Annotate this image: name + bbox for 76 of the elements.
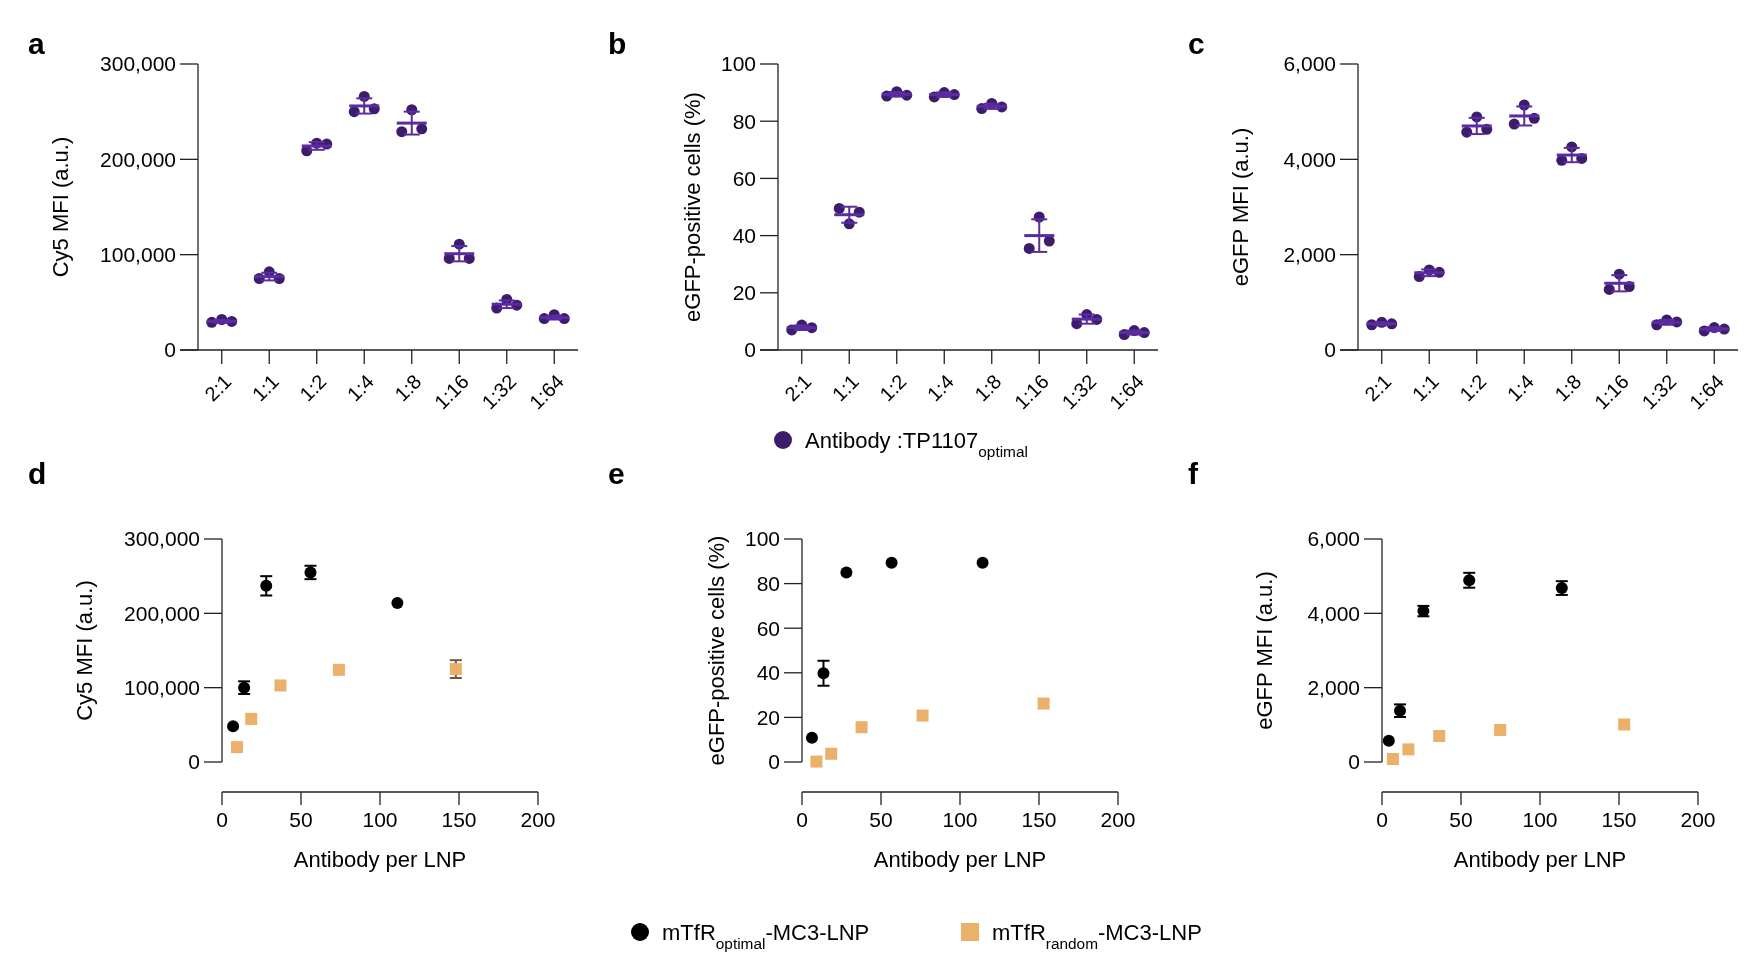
y-tick-label: 0	[1324, 338, 1336, 362]
x-tick-label: 2:1	[1360, 370, 1396, 406]
y-tick-label: 40	[732, 223, 756, 247]
x-tick-label: 0	[1376, 808, 1388, 831]
x-tick-label: 200	[1680, 808, 1716, 831]
y-tick-label: 20	[732, 281, 756, 305]
x-tick-label: 100	[362, 808, 398, 831]
x-tick-label: 1:1	[1407, 370, 1444, 406]
x-axis-title: Antibody per LNP	[873, 847, 1047, 872]
x-tick-label: 1:8	[970, 370, 1006, 406]
y-axis-title: Cy5 MFI (a.u.)	[72, 580, 97, 721]
x-tick-label: 1:2	[295, 370, 331, 406]
x-tick-label: 1:4	[342, 370, 379, 406]
x-tick-label: 0	[216, 808, 228, 831]
x-tick-label: 150	[1601, 808, 1637, 831]
y-tick-label: 40	[756, 661, 780, 685]
legend-label: mTfR$_{optimal}$-MC3-LNP	[662, 919, 870, 952]
y-axis-title: eGFP MFI (a.u.)	[1252, 571, 1277, 730]
x-tick-label: 150	[1021, 808, 1057, 831]
x-tick-label: 1:8	[390, 370, 426, 406]
y-tick-label: 80	[756, 571, 780, 595]
x-tick-label: 100	[1522, 808, 1558, 831]
y-tick-label: 200,000	[100, 147, 176, 171]
y-tick-label: 4,000	[1283, 147, 1336, 171]
y-tick-label: 4,000	[1307, 601, 1360, 625]
chart-title: b	[608, 27, 627, 60]
y-tick-label: 0	[188, 750, 200, 774]
x-tick-label: 1:1	[247, 370, 284, 406]
y-tick-label: 0	[164, 338, 176, 362]
y-tick-label: 100	[744, 527, 780, 551]
y-axis-title: eGFP MFI (a.u.)	[1228, 127, 1253, 287]
x-tick-label: 1:1	[827, 370, 864, 406]
y-tick-label: 20	[756, 705, 780, 729]
chart-title: d	[28, 457, 47, 490]
chart-title: e	[608, 457, 625, 490]
x-tick-label: 2:1	[780, 370, 816, 406]
x-tick-label: 50	[289, 808, 313, 831]
x-axis-title: Antibody per LNP	[1453, 847, 1627, 872]
y-tick-label: 6,000	[1307, 527, 1360, 551]
y-tick-label: 60	[732, 166, 756, 190]
x-tick-label: 0	[796, 808, 808, 831]
x-tick-label: 1:4	[922, 370, 959, 406]
y-tick-label: 0	[744, 338, 756, 362]
y-tick-label: 100,000	[100, 243, 176, 267]
y-tick-label: 100	[720, 52, 756, 76]
x-tick-label: 50	[869, 808, 893, 831]
x-tick-label: 1:2	[1455, 370, 1491, 406]
x-axis-title: Antibody per LNP	[293, 847, 467, 872]
legend-label: mTfR$_{random}$-MC3-LNP	[992, 919, 1202, 952]
x-tick-label: 1:4	[1502, 370, 1539, 406]
x-tick-label: 200	[1100, 808, 1136, 831]
x-tick-label: 2:1	[200, 370, 236, 406]
x-tick-label: 150	[441, 808, 477, 831]
y-tick-label: 0	[1348, 750, 1360, 774]
y-tick-label: 6,000	[1283, 52, 1336, 76]
y-tick-label: 0	[768, 750, 780, 774]
y-tick-label: 100,000	[124, 676, 200, 700]
legend-label: Antibody :TP1107$_{optimal}$	[805, 427, 1028, 460]
x-tick-label: 50	[1449, 808, 1473, 831]
y-tick-label: 200,000	[124, 601, 200, 625]
x-tick-label: 100	[942, 808, 978, 831]
y-tick-label: 300,000	[100, 52, 176, 76]
y-axis-title: eGFP-positive cells (%)	[680, 92, 705, 322]
y-tick-label: 2,000	[1307, 676, 1360, 700]
chart-title: a	[28, 27, 45, 60]
x-tick-label: 1:2	[875, 370, 911, 406]
y-tick-label: 300,000	[124, 527, 200, 551]
y-tick-label: 60	[756, 616, 780, 640]
chart-title: c	[1188, 27, 1205, 60]
y-axis-title: eGFP-positive cells (%)	[704, 535, 729, 766]
y-axis-title: Cy5 MFI (a.u.)	[48, 136, 73, 278]
x-tick-label: 1:8	[1550, 370, 1586, 406]
y-tick-label: 2,000	[1283, 243, 1336, 267]
x-tick-label: 200	[520, 808, 556, 831]
y-tick-label: 80	[732, 109, 756, 133]
chart-title: f	[1188, 457, 1199, 490]
